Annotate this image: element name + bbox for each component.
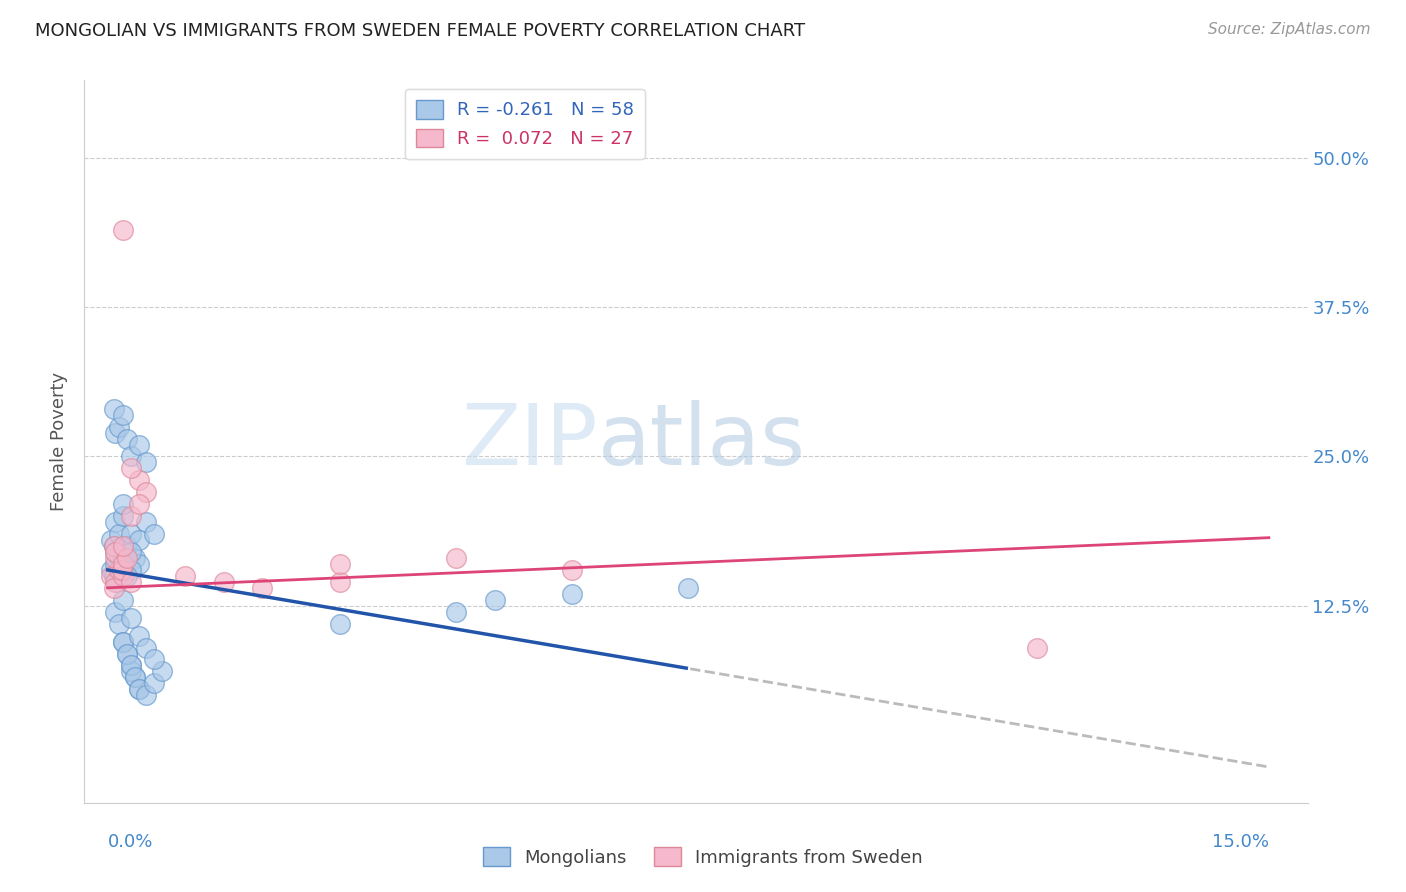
Point [120,509,142,524]
Point [115,551,138,566]
Point [135,455,157,469]
Point [103,539,125,553]
Point [112,592,135,607]
Text: 15.0%: 15.0% [1212,833,1268,851]
Point [112,557,135,571]
Point [104,515,127,529]
Text: 0.0%: 0.0% [108,833,153,851]
Point [120,658,142,673]
Point [135,485,157,500]
Y-axis label: Female Poverty: Female Poverty [51,372,69,511]
Point [112,563,135,577]
Point [120,563,142,577]
Point [115,647,138,661]
Text: atlas: atlas [598,400,806,483]
Point [120,610,142,624]
Point [676,581,699,595]
Legend: R = -0.261   N = 58, R =  0.072   N = 27: R = -0.261 N = 58, R = 0.072 N = 27 [405,89,645,159]
Point [108,563,131,577]
Point [484,592,506,607]
Point [120,665,142,679]
Point [128,682,150,697]
Point [329,574,352,589]
Text: MONGOLIAN VS IMMIGRANTS FROM SWEDEN FEMALE POVERTY CORRELATION CHART: MONGOLIAN VS IMMIGRANTS FROM SWEDEN FEMA… [35,22,806,40]
Point [128,557,150,571]
Point [112,634,135,648]
Point [100,533,122,547]
Point [124,670,146,684]
Point [108,419,131,434]
Point [128,682,150,697]
Point [104,425,127,440]
Point [103,401,125,416]
Point [135,640,157,655]
Point [444,551,467,566]
Point [128,437,150,451]
Point [128,629,150,643]
Point [120,527,142,541]
Point [329,557,352,571]
Point [115,647,138,661]
Point [124,551,146,566]
Point [112,634,135,648]
Point [252,581,274,595]
Point [329,616,352,631]
Point [135,689,157,703]
Point [561,587,583,601]
Point [120,545,142,559]
Point [104,545,127,559]
Point [108,551,131,566]
Point [120,574,142,589]
Point [115,432,138,446]
Point [112,569,135,583]
Point [108,616,131,631]
Point [104,557,127,571]
Point [135,515,157,529]
Point [143,652,166,666]
Legend: Mongolians, Immigrants from Sweden: Mongolians, Immigrants from Sweden [475,840,931,874]
Point [115,539,138,553]
Point [112,539,135,553]
Point [112,497,135,511]
Point [120,461,142,475]
Point [143,527,166,541]
Point [100,569,122,583]
Point [115,569,138,583]
Text: Source: ZipAtlas.com: Source: ZipAtlas.com [1208,22,1371,37]
Point [112,509,135,524]
Point [103,581,125,595]
Point [561,563,583,577]
Point [1025,640,1047,655]
Point [104,545,127,559]
Point [150,665,173,679]
Point [104,551,127,566]
Point [110,557,132,571]
Point [120,658,142,673]
Point [174,569,197,583]
Point [128,533,150,547]
Point [124,670,146,684]
Point [108,527,131,541]
Point [103,569,125,583]
Point [104,574,127,589]
Point [112,408,135,422]
Point [128,474,150,488]
Point [104,605,127,619]
Point [112,222,135,236]
Point [120,450,142,464]
Point [143,676,166,690]
Point [212,574,235,589]
Point [128,497,150,511]
Text: ZIP: ZIP [461,400,598,483]
Point [105,574,128,589]
Point [103,539,125,553]
Point [444,605,467,619]
Point [100,563,122,577]
Point [110,563,132,577]
